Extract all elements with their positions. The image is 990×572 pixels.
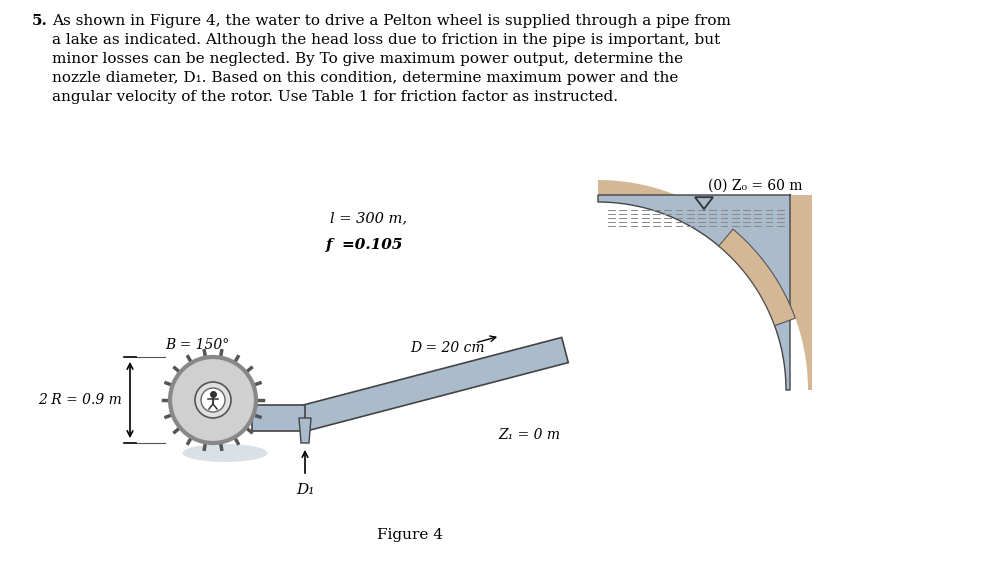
- Text: (1): (1): [308, 402, 327, 415]
- Text: a lake as indicated. Although the head loss due to friction in the pipe is impor: a lake as indicated. Although the head l…: [52, 33, 721, 47]
- Text: f  =0.105: f =0.105: [326, 238, 404, 252]
- Text: minor losses can be neglected. By To give maximum power output, determine the: minor losses can be neglected. By To giv…: [52, 52, 683, 66]
- Text: (0) Z₀ = 60 m: (0) Z₀ = 60 m: [708, 179, 803, 193]
- Polygon shape: [299, 418, 311, 443]
- Text: l = 300 m,: l = 300 m,: [330, 211, 407, 225]
- Text: As shown in Figure 4, the water to drive a Pelton wheel is supplied through a pi: As shown in Figure 4, the water to drive…: [52, 14, 731, 28]
- Text: Z₁ = 0 m: Z₁ = 0 m: [498, 428, 560, 442]
- Ellipse shape: [182, 444, 267, 462]
- Circle shape: [170, 357, 256, 443]
- Text: 5.: 5.: [32, 14, 48, 28]
- Circle shape: [195, 382, 231, 418]
- Polygon shape: [598, 180, 812, 390]
- Text: Figure 4: Figure 4: [377, 528, 443, 542]
- Polygon shape: [719, 229, 795, 325]
- Polygon shape: [252, 405, 305, 431]
- Circle shape: [201, 388, 225, 412]
- Text: D₁: D₁: [296, 483, 314, 497]
- Text: 2 R = 0.9 m: 2 R = 0.9 m: [39, 393, 122, 407]
- Polygon shape: [598, 195, 790, 390]
- Text: D = 20 cm: D = 20 cm: [410, 341, 484, 355]
- Text: nozzle diameter, D₁. Based on this condition, determine maximum power and the: nozzle diameter, D₁. Based on this condi…: [52, 71, 678, 85]
- Text: angular velocity of the rotor. Use Table 1 for friction factor as instructed.: angular velocity of the rotor. Use Table…: [52, 90, 618, 104]
- Text: B = 150°: B = 150°: [165, 338, 230, 352]
- Polygon shape: [302, 337, 568, 431]
